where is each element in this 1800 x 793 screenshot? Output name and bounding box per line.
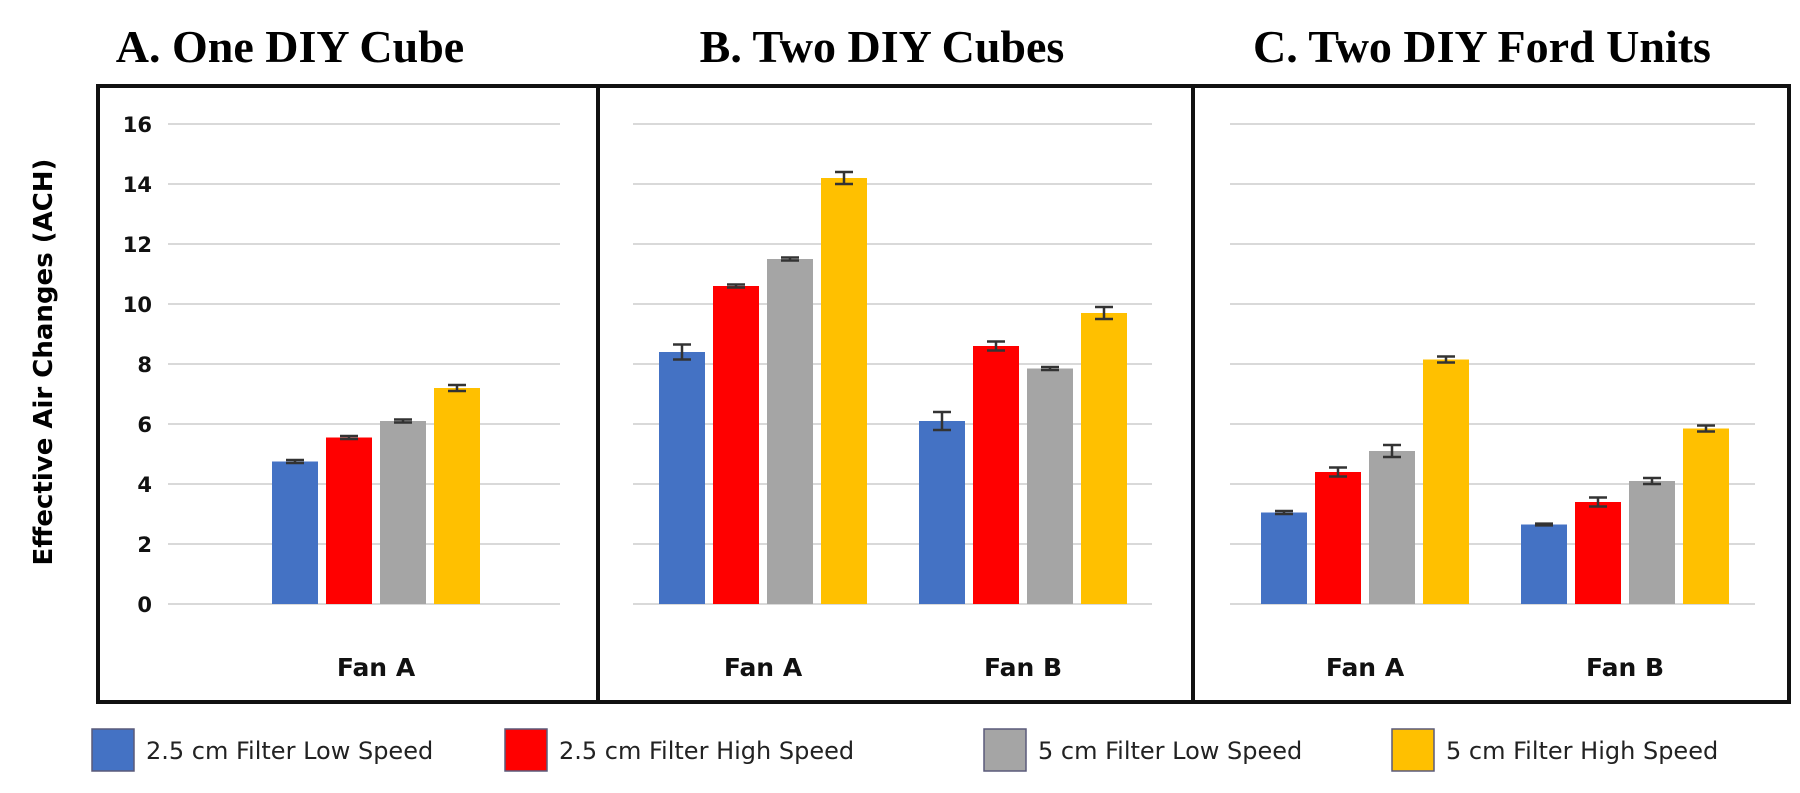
y-tick-label: 4 [137, 473, 152, 497]
legend: 2.5 cm Filter Low Speed 2.5 cm Filter Hig… [91, 728, 1718, 772]
y-tick-label: 12 [123, 233, 152, 257]
bar [1315, 472, 1361, 604]
bar [1521, 524, 1567, 604]
figure-frame [96, 84, 1791, 704]
legend-swatch [91, 728, 135, 772]
bar [1081, 313, 1127, 604]
bar [272, 461, 318, 604]
legend-swatch [504, 728, 548, 772]
y-tick-label: 14 [123, 173, 152, 197]
bar [1423, 359, 1469, 604]
category-label: Fan A [1326, 653, 1405, 682]
legend-label: 2.5 cm Filter High Speed [559, 737, 854, 765]
bar [1683, 428, 1729, 604]
panel-title-a: A. One DIY Cube [116, 21, 464, 72]
y-tick-label: 6 [137, 413, 152, 437]
category-label: Fan B [984, 653, 1062, 682]
legend-swatch [1391, 728, 1435, 772]
bar [919, 421, 965, 604]
bar [767, 259, 813, 604]
bar [326, 437, 372, 604]
bar [659, 352, 705, 604]
legend-label: 5 cm Filter Low Speed [1038, 737, 1302, 765]
bar [821, 178, 867, 604]
category-label: Fan A [337, 653, 416, 682]
y-axis-label: Effective Air Changes (ACH) [29, 159, 59, 566]
bar [713, 286, 759, 604]
category-label: Fan A [724, 653, 803, 682]
bar [1369, 451, 1415, 604]
category-labels: Fan A Fan A Fan B Fan A Fan B [337, 653, 1664, 682]
bar [1575, 502, 1621, 604]
panel-title-c: C. Two DIY Ford Units [1253, 21, 1711, 72]
bar [973, 346, 1019, 604]
y-tick-label: 8 [137, 353, 152, 377]
bar [434, 388, 480, 604]
bar [1261, 512, 1307, 604]
legend-label: 5 cm Filter High Speed [1446, 737, 1718, 765]
y-tick-label: 16 [123, 113, 152, 137]
bar [1629, 481, 1675, 604]
legend-swatch [983, 728, 1027, 772]
y-tick-label: 10 [123, 293, 152, 317]
y-tick-label: 2 [137, 533, 152, 557]
legend-label: 2.5 cm Filter Low Speed [146, 737, 433, 765]
y-tick-labels: 0 2 4 6 8 10 12 14 16 [123, 113, 152, 617]
bar [1027, 368, 1073, 604]
category-label: Fan B [1586, 653, 1664, 682]
panel-title-b: B. Two DIY Cubes [700, 21, 1065, 72]
y-tick-label: 0 [137, 593, 152, 617]
bar [380, 421, 426, 604]
bars [272, 170, 1729, 604]
panel-titles: A. One DIY Cube B. Two DIY Cubes C. Two … [116, 21, 1711, 72]
